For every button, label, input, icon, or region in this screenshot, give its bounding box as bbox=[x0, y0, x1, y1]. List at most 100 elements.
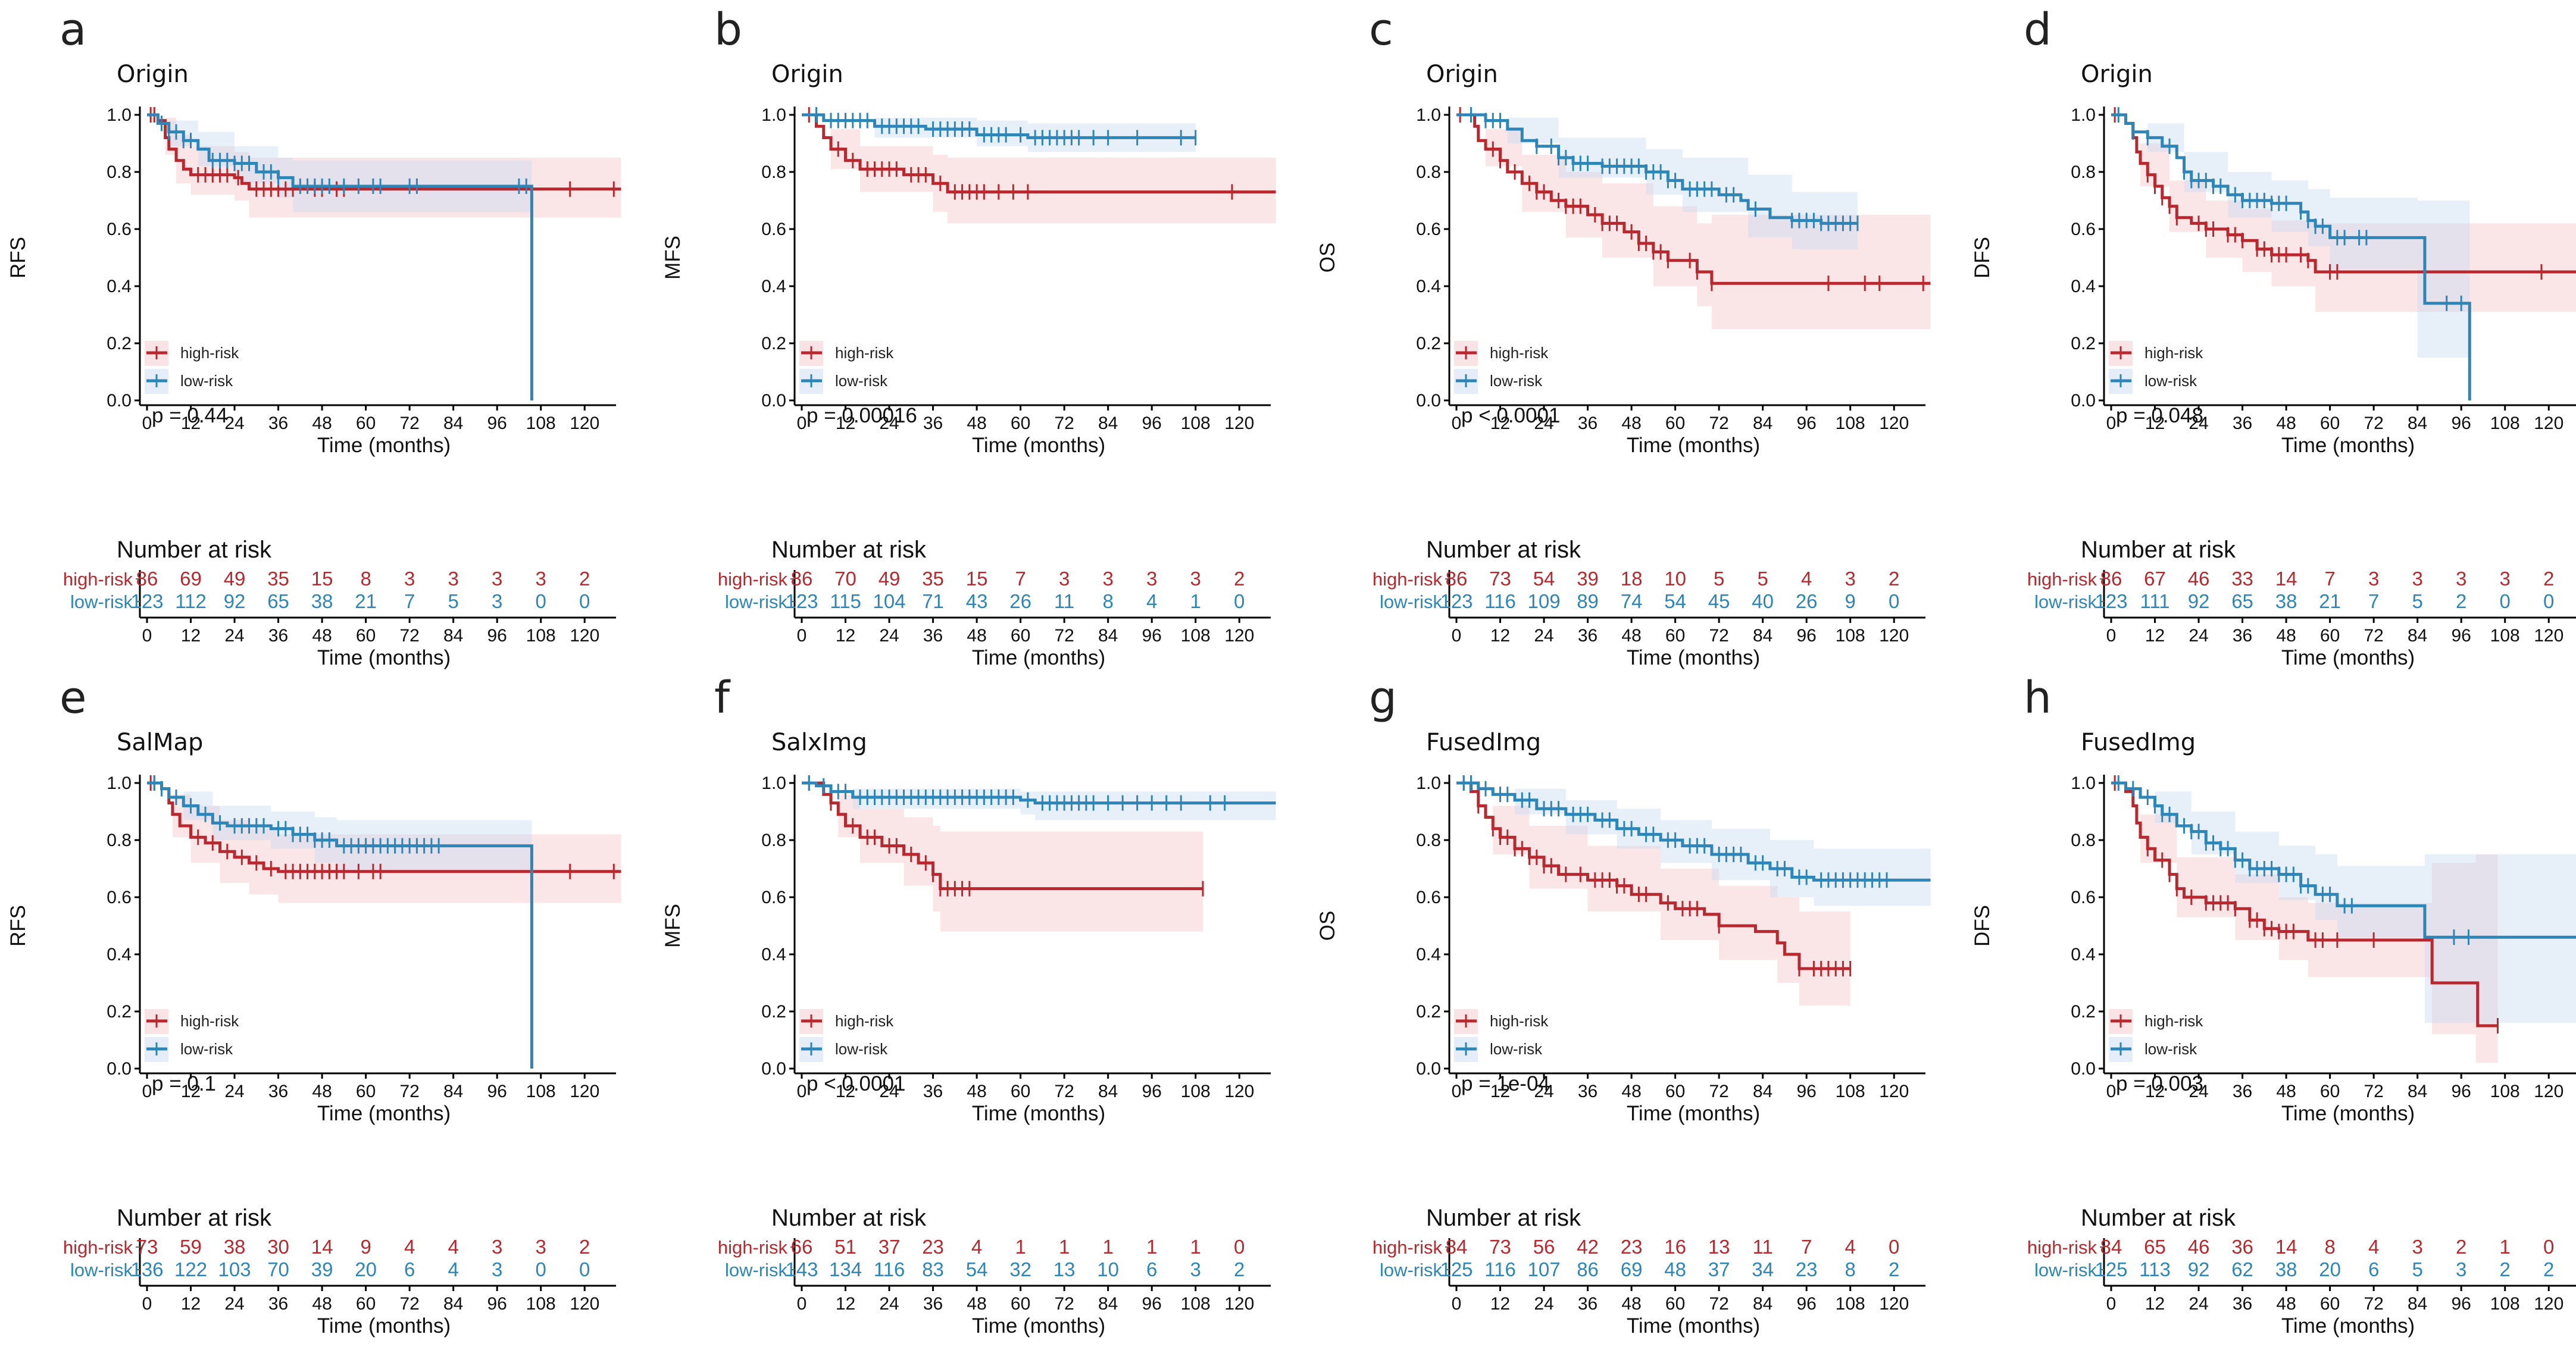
risk-count-low-risk: 3 bbox=[1190, 1258, 1201, 1280]
risk-x-tick-label: 72 bbox=[1054, 626, 1074, 646]
risk-count-low-risk: 7 bbox=[2368, 590, 2379, 612]
risk-count-high-risk: 5 bbox=[1714, 568, 1724, 590]
risk-count-high-risk: 7 bbox=[1015, 568, 1026, 590]
panel-letter: b bbox=[714, 4, 742, 55]
p-value: p = 0.00016 bbox=[806, 404, 917, 427]
x-tick-label: 12 bbox=[181, 414, 201, 433]
risk-count-high-risk: 3 bbox=[2412, 1236, 2422, 1258]
x-tick-label: 24 bbox=[224, 414, 244, 433]
x-tick-label: 24 bbox=[1534, 1082, 1553, 1101]
risk-count-high-risk: 66 bbox=[791, 1236, 813, 1258]
risk-x-tick-label: 0 bbox=[797, 626, 807, 646]
risk-table-title: Number at risk bbox=[2081, 1205, 2236, 1231]
risk-x-tick-label: 36 bbox=[268, 626, 288, 646]
risk-x-axis-title: Time (months) bbox=[317, 1314, 451, 1338]
risk-x-tick-label: 12 bbox=[836, 626, 855, 646]
risk-x-axis-title: Time (months) bbox=[2281, 1314, 2415, 1338]
risk-count-high-risk: 14 bbox=[311, 1236, 333, 1258]
risk-count-low-risk: 62 bbox=[2231, 1258, 2253, 1280]
risk-count-high-risk: 2 bbox=[579, 1236, 590, 1258]
legend-label-low-risk: low-risk bbox=[1490, 372, 1543, 390]
y-tick-label: 0.6 bbox=[107, 220, 132, 239]
x-tick-label: 72 bbox=[2364, 1082, 2383, 1101]
risk-count-low-risk: 21 bbox=[355, 590, 377, 612]
risk-count-low-risk: 123 bbox=[2094, 590, 2127, 612]
risk-row-label-low-risk: low-risk bbox=[725, 1260, 788, 1280]
risk-x-axis-title: Time (months) bbox=[317, 646, 451, 669]
risk-x-tick-label: 12 bbox=[1490, 1294, 1510, 1314]
risk-count-low-risk: 4 bbox=[448, 1258, 458, 1280]
p-value: p = 0.048 bbox=[2116, 404, 2203, 427]
y-tick-label: 0.4 bbox=[761, 945, 786, 964]
y-tick-label: 0.6 bbox=[2071, 220, 2096, 239]
panel-title: Origin bbox=[1426, 61, 1498, 88]
x-tick-label: 0 bbox=[2106, 1082, 2117, 1101]
risk-x-tick-label: 24 bbox=[224, 1294, 244, 1314]
x-tick-label: 96 bbox=[487, 414, 507, 433]
risk-count-low-risk: 38 bbox=[311, 590, 333, 612]
risk-x-tick-label: 96 bbox=[1797, 626, 1817, 646]
risk-x-tick-label: 36 bbox=[923, 1294, 943, 1314]
x-tick-label: 108 bbox=[2490, 414, 2520, 433]
risk-count-low-risk: 3 bbox=[492, 590, 502, 612]
x-tick-label: 24 bbox=[2189, 414, 2208, 433]
risk-x-tick-label: 60 bbox=[1665, 1294, 1685, 1314]
x-axis-title: Time (months) bbox=[317, 434, 451, 457]
risk-x-tick-label: 48 bbox=[967, 626, 986, 646]
risk-count-high-risk: 3 bbox=[448, 568, 458, 590]
risk-x-tick-label: 60 bbox=[356, 1294, 376, 1314]
x-tick-label: 120 bbox=[1224, 414, 1254, 433]
risk-count-low-risk: 3 bbox=[2456, 1258, 2466, 1280]
p-value: p = 0.003 bbox=[2116, 1072, 2203, 1095]
y-tick-label: 1.0 bbox=[2071, 773, 2096, 793]
survival-curve-high-risk bbox=[147, 781, 621, 873]
x-tick-label: 36 bbox=[1578, 1082, 1598, 1101]
risk-x-tick-label: 84 bbox=[443, 1294, 463, 1314]
risk-row-label-low-risk: low-risk bbox=[725, 591, 788, 612]
risk-table-title: Number at risk bbox=[771, 537, 927, 563]
risk-count-high-risk: 1 bbox=[1146, 1236, 1157, 1258]
legend-label-high-risk: high-risk bbox=[2144, 1012, 2203, 1030]
risk-count-low-risk: 0 bbox=[1889, 590, 1899, 612]
x-tick-label: 84 bbox=[1098, 414, 1118, 433]
x-tick-label: 84 bbox=[1753, 414, 1772, 433]
risk-count-high-risk: 3 bbox=[1845, 568, 1856, 590]
risk-x-tick-label: 36 bbox=[923, 626, 943, 646]
risk-count-low-risk: 40 bbox=[1752, 590, 1774, 612]
x-axis-title: Time (months) bbox=[1627, 434, 1760, 457]
risk-x-tick-label: 96 bbox=[1797, 1294, 1817, 1314]
risk-row-label-low-risk: low-risk bbox=[70, 1260, 133, 1280]
risk-x-tick-label: 96 bbox=[487, 1294, 507, 1314]
risk-count-high-risk: 86 bbox=[791, 568, 813, 590]
risk-count-low-risk: 0 bbox=[579, 590, 590, 612]
y-tick-label: 0.8 bbox=[2071, 831, 2096, 850]
risk-x-tick-label: 12 bbox=[1490, 626, 1510, 646]
risk-count-low-risk: 2 bbox=[2543, 1258, 2554, 1280]
risk-count-high-risk: 0 bbox=[1234, 1236, 1245, 1258]
x-tick-label: 120 bbox=[1879, 1082, 1909, 1101]
risk-x-tick-label: 108 bbox=[2490, 1294, 2520, 1314]
risk-count-low-risk: 125 bbox=[1440, 1258, 1473, 1280]
risk-count-low-risk: 6 bbox=[2368, 1258, 2379, 1280]
y-axis-title: MFS bbox=[661, 904, 684, 948]
risk-x-tick-label: 96 bbox=[487, 626, 507, 646]
risk-count-high-risk: 1 bbox=[1059, 1236, 1070, 1258]
risk-count-high-risk: 84 bbox=[1446, 1236, 1468, 1258]
risk-x-tick-label: 120 bbox=[570, 626, 599, 646]
y-tick-label: 1.0 bbox=[1416, 105, 1441, 125]
risk-x-tick-label: 84 bbox=[1753, 1294, 1772, 1314]
confidence-band-high-risk bbox=[2111, 783, 2498, 1063]
risk-count-low-risk: 116 bbox=[1484, 1258, 1516, 1280]
risk-count-low-risk: 2 bbox=[1889, 1258, 1899, 1280]
y-tick-label: 0.2 bbox=[2071, 334, 2096, 353]
x-tick-label: 72 bbox=[1054, 414, 1074, 433]
x-tick-label: 72 bbox=[1709, 414, 1728, 433]
risk-count-high-risk: 16 bbox=[1664, 1236, 1686, 1258]
risk-x-tick-label: 48 bbox=[1621, 626, 1641, 646]
risk-count-high-risk: 4 bbox=[2368, 1236, 2379, 1258]
risk-count-high-risk: 3 bbox=[492, 568, 502, 590]
risk-count-low-risk: 8 bbox=[1845, 1258, 1856, 1280]
legend-label-low-risk: low-risk bbox=[835, 372, 888, 390]
y-tick-label: 0.4 bbox=[107, 945, 132, 964]
x-tick-label: 96 bbox=[1142, 1082, 1162, 1101]
